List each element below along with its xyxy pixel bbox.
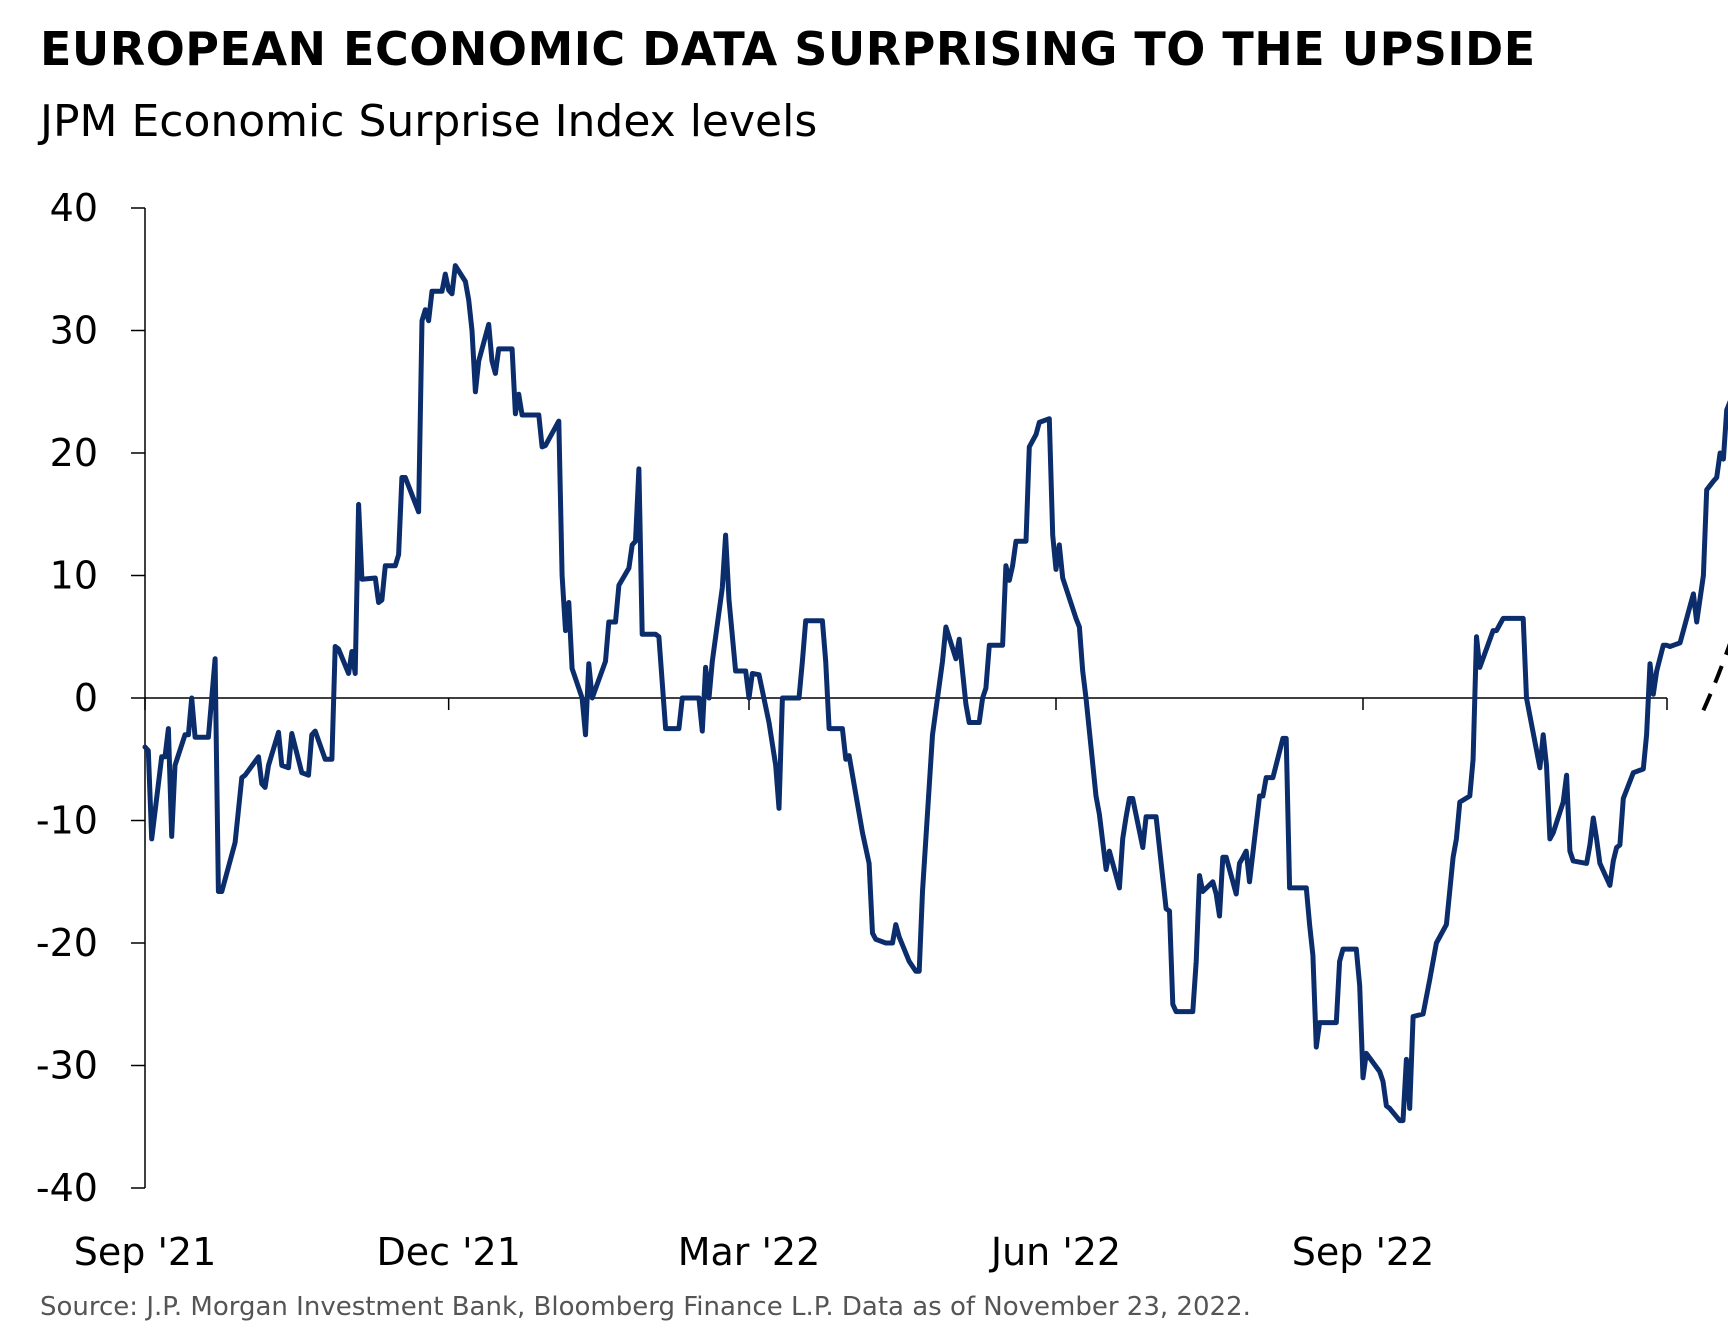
x-tick-label: Mar '22 (678, 1230, 821, 1274)
y-tick-label: 10 (50, 554, 98, 598)
y-tick-label: -20 (36, 921, 98, 965)
x-tick-label: Sep '21 (74, 1230, 217, 1274)
y-tick-label: 0 (74, 676, 98, 720)
x-tick-label: Jun '22 (989, 1230, 1121, 1274)
series-line (142, 263, 1728, 1124)
chart-marks (142, 263, 1728, 1124)
x-tick-label: Dec '21 (376, 1230, 520, 1274)
x-tick-label: Sep '22 (1292, 1230, 1435, 1274)
y-tick-label: 20 (50, 431, 98, 475)
chart-axes: 40 30 20 10 0 -10 -20 -30 -40 Sep '21 Dec '21 Mar '… (36, 186, 1668, 1274)
upside-trend-arrow (1701, 642, 1728, 712)
y-tick-label: 30 (50, 309, 98, 353)
chart-subtitle: JPM Economic Surprise Index levels (40, 96, 818, 147)
y-tick-label: -40 (36, 1166, 98, 1210)
chart-title: EUROPEAN ECONOMIC DATA SURPRISING TO THE… (40, 22, 1536, 76)
y-tick-label: 40 (50, 186, 98, 230)
y-tick-label: -10 (36, 799, 98, 843)
y-tick-label: -30 (36, 1044, 98, 1088)
source-note: Source: J.P. Morgan Investment Bank, Blo… (40, 1292, 1251, 1322)
